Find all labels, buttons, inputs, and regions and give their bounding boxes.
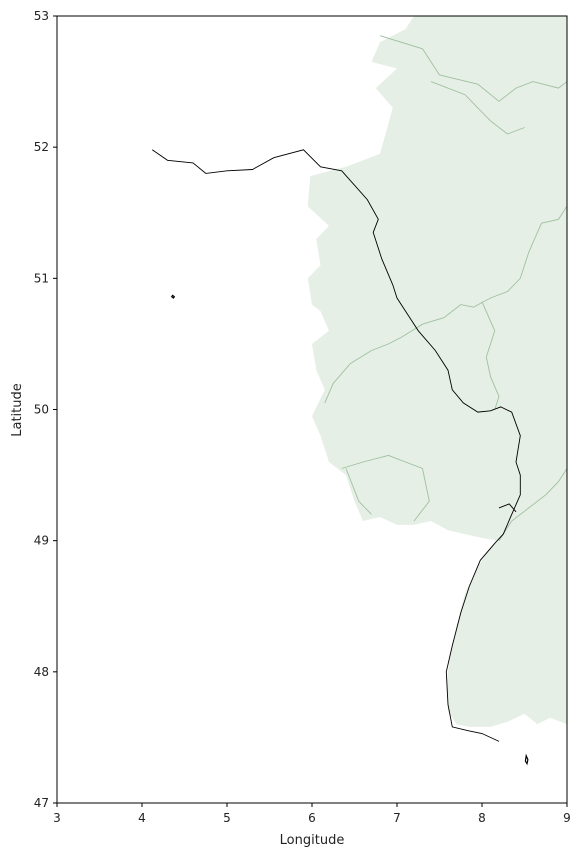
lake-outline: [170, 294, 176, 299]
plot-area: [151, 16, 567, 766]
y-tick-label: 47: [34, 796, 49, 810]
x-axis-label: Longitude: [280, 833, 345, 848]
region-border: [481, 301, 500, 410]
border-layer: [324, 35, 567, 541]
x-axis: 3 4 5 6 7 8 9: [53, 803, 571, 825]
x-tick-label: 5: [223, 811, 231, 825]
region-border: [430, 81, 525, 135]
river-layer: [151, 149, 521, 742]
x-tick-label: 3: [53, 811, 61, 825]
region-border: [324, 205, 567, 404]
y-tick-label: 50: [34, 403, 49, 417]
y-tick-label: 48: [34, 665, 49, 679]
region-border: [341, 454, 430, 522]
y-axis: 47 48 49 50 51 52 53: [34, 9, 57, 810]
x-tick-label: 4: [138, 811, 146, 825]
lake-outline: [524, 753, 529, 766]
x-tick-label: 9: [563, 811, 571, 825]
region-border: [379, 35, 567, 102]
river-line: [498, 503, 517, 513]
y-tick-label: 53: [34, 9, 49, 23]
region-border: [345, 468, 372, 515]
river-line: [151, 149, 521, 742]
land-region: [303, 16, 567, 727]
island-layer: [170, 294, 529, 766]
y-tick-label: 51: [34, 271, 49, 285]
y-tick-label: 52: [34, 140, 49, 154]
y-tick-label: 49: [34, 534, 49, 548]
y-axis-label: Latitude: [10, 383, 25, 437]
x-tick-label: 8: [478, 811, 486, 825]
x-tick-label: 7: [393, 811, 401, 825]
x-tick-label: 6: [308, 811, 316, 825]
region-border: [498, 468, 567, 541]
